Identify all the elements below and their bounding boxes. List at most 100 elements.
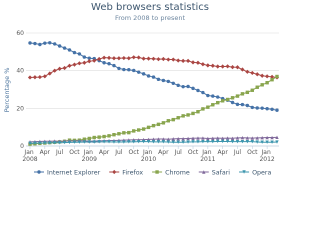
point xyxy=(72,62,77,67)
point xyxy=(176,58,181,63)
y-tick-label: 40 xyxy=(16,68,24,75)
point xyxy=(255,72,260,77)
point xyxy=(32,75,38,80)
point xyxy=(156,57,161,62)
point xyxy=(201,139,205,144)
point xyxy=(166,140,171,144)
x-tick-label: Jul xyxy=(174,149,183,156)
legend-symbol xyxy=(242,170,246,174)
point xyxy=(176,116,180,120)
point xyxy=(255,85,259,89)
point xyxy=(250,136,254,140)
point xyxy=(245,103,250,108)
point xyxy=(43,41,47,45)
point xyxy=(260,136,264,140)
point xyxy=(220,139,225,144)
point xyxy=(185,58,191,63)
point xyxy=(121,55,126,61)
point xyxy=(146,139,151,144)
point xyxy=(186,136,190,141)
legend-symbol xyxy=(112,169,117,175)
x-tick-label: Apr xyxy=(99,149,110,156)
point xyxy=(156,137,161,141)
point xyxy=(136,139,141,144)
point xyxy=(166,119,171,123)
point xyxy=(225,136,230,140)
point xyxy=(191,136,195,140)
point xyxy=(72,50,77,55)
point xyxy=(186,84,190,89)
point xyxy=(201,136,205,140)
point xyxy=(47,71,52,76)
point xyxy=(265,135,269,140)
point xyxy=(206,105,210,109)
point xyxy=(245,139,250,144)
point xyxy=(151,56,156,61)
point xyxy=(117,132,121,136)
legend-item: Firefox xyxy=(109,170,143,177)
point xyxy=(87,59,92,64)
point xyxy=(196,88,200,93)
x-tick-label: Jan 2009 xyxy=(82,149,97,163)
point xyxy=(201,90,205,95)
point xyxy=(156,140,161,144)
x-tick-label: Apr xyxy=(158,149,169,156)
point xyxy=(171,140,175,144)
point xyxy=(181,84,185,89)
point xyxy=(161,140,166,144)
series-line xyxy=(29,76,278,145)
point xyxy=(122,140,126,144)
point xyxy=(82,60,87,65)
point xyxy=(225,97,230,102)
point xyxy=(220,136,225,140)
legend-label: Safari xyxy=(212,170,231,177)
point xyxy=(62,65,67,71)
point xyxy=(275,140,279,144)
point xyxy=(250,88,254,92)
point xyxy=(132,68,136,73)
legend-label: Opera xyxy=(252,170,271,177)
point xyxy=(107,134,111,138)
legend-label: Internet Explorer xyxy=(47,170,101,177)
point xyxy=(77,61,82,66)
point xyxy=(77,52,82,56)
point xyxy=(77,140,82,144)
point xyxy=(38,42,42,47)
point xyxy=(210,63,215,68)
point xyxy=(48,141,52,145)
legend-symbol xyxy=(37,170,41,174)
point xyxy=(107,140,111,144)
point xyxy=(206,93,210,98)
point xyxy=(191,111,195,116)
point xyxy=(62,140,67,145)
point xyxy=(126,56,131,61)
point xyxy=(216,139,220,144)
y-tick-label: 20 xyxy=(16,105,24,112)
point xyxy=(166,137,171,141)
point xyxy=(250,105,254,110)
point xyxy=(33,41,37,46)
point xyxy=(176,140,180,144)
point xyxy=(132,140,136,144)
point xyxy=(43,141,47,145)
point xyxy=(181,136,185,141)
point xyxy=(216,100,220,105)
point xyxy=(191,86,195,91)
point xyxy=(151,123,156,128)
y-tick-label: 60 xyxy=(16,30,24,37)
point xyxy=(136,55,141,60)
point xyxy=(171,81,175,85)
legend-item: Internet Explorer xyxy=(34,170,101,177)
point xyxy=(141,72,146,76)
point xyxy=(240,67,245,72)
point xyxy=(260,106,264,110)
point xyxy=(112,63,116,68)
point xyxy=(156,77,161,82)
point xyxy=(122,67,126,72)
point xyxy=(211,136,215,140)
legend-item: Safari xyxy=(198,170,231,177)
point xyxy=(181,58,186,63)
point xyxy=(127,68,131,72)
point xyxy=(87,136,91,141)
point xyxy=(67,140,72,145)
